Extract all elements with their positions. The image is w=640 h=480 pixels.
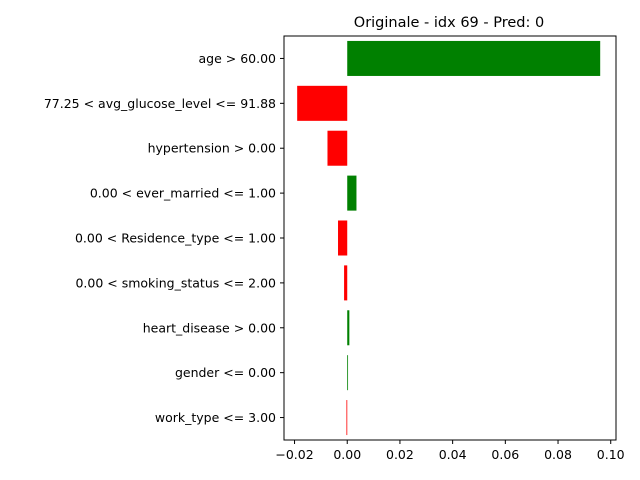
bar [327,130,348,166]
x-tick-label: 0.06 [491,447,519,462]
y-tick-label: 0.00 < smoking_status <= 2.00 [75,275,276,290]
bar [347,175,357,211]
bars-group [297,40,601,436]
x-tick-label: 0.10 [597,447,625,462]
y-tick-label: heart_disease > 0.00 [143,320,276,335]
plot-frame [283,35,617,441]
x-tick-label: 0.08 [544,447,572,462]
bar [347,310,350,346]
x-tick-label: −0.02 [275,447,313,462]
y-tick-label: work_type <= 3.00 [155,410,276,425]
y-tick-labels: age > 60.00 77.25 < avg_glucose_level <= … [44,51,284,425]
x-tick-label: 0.02 [386,447,414,462]
bar [297,85,348,121]
x-tick-label: 0.04 [439,447,467,462]
y-tick-label: hypertension > 0.00 [148,141,276,156]
chart-title: Originale - idx 69 - Pred: 0 [354,15,544,31]
y-tick-label: 0.00 < ever_married <= 1.00 [90,186,276,201]
bar [347,355,349,391]
y-tick-label: age > 60.00 [199,51,277,66]
bar [346,400,348,436]
x-axis-ticks: −0.02 0.00 0.02 0.04 0.06 0.08 0.10 [275,440,625,462]
y-tick-label: 77.25 < avg_glucose_level <= 91.88 [44,96,276,111]
y-tick-label: 0.00 < Residence_type <= 1.00 [75,231,276,246]
bar [344,265,348,301]
y-tick-label: gender <= 0.00 [175,365,276,380]
x-tick-label: 0.00 [333,447,361,462]
bar [347,40,601,76]
bar [338,220,348,256]
